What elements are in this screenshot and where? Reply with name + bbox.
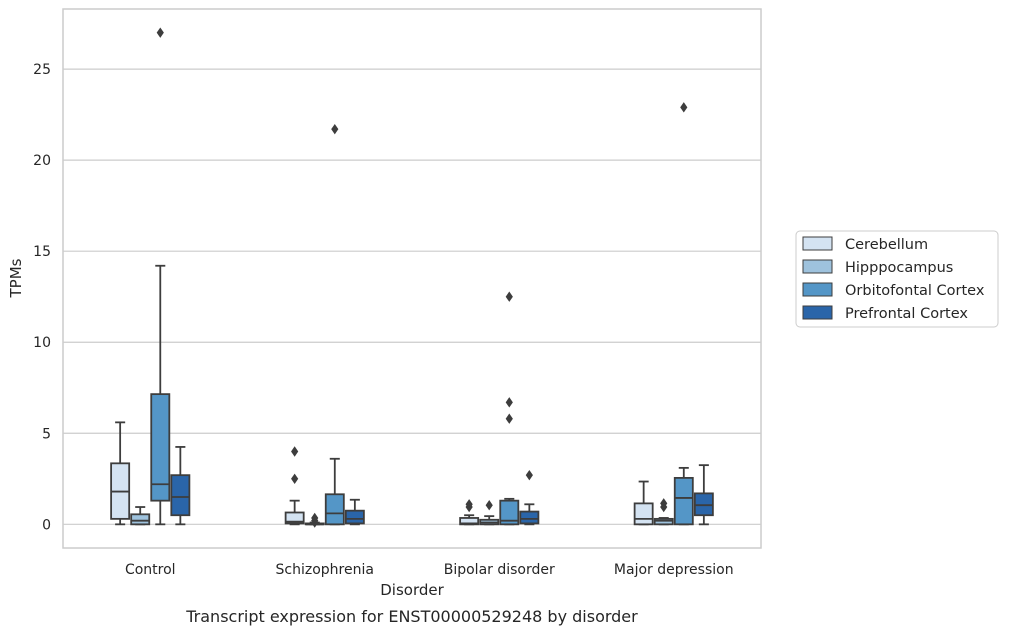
- box-1-1: [304, 512, 325, 528]
- box-0-2: [459, 499, 480, 526]
- outlier-point: [680, 102, 688, 113]
- y-axis-label: TPMs: [7, 258, 25, 298]
- outlier-point: [465, 499, 473, 510]
- outlier-point: [505, 397, 513, 408]
- x-tick-label: Major depression: [614, 562, 734, 578]
- x-tick-label: Schizophrenia: [276, 562, 374, 578]
- legend-label: Cerebellum: [845, 237, 928, 253]
- box-body: [459, 517, 480, 526]
- box-3-3: [693, 464, 714, 526]
- legend: Cerebellum Hipppocampus Orbitofontal Corte…: [795, 230, 999, 328]
- outlier-point: [291, 446, 299, 457]
- legend-label: Hipppocampus: [845, 260, 953, 276]
- box-1-2: [479, 500, 500, 526]
- box-series-layer: [110, 27, 714, 528]
- y-tick-label: 10: [33, 335, 51, 351]
- y-tick-label: 25: [33, 62, 51, 78]
- legend-label: Prefrontal Cortex: [845, 306, 968, 322]
- box-body: [344, 509, 365, 525]
- box-2-3: [673, 102, 694, 526]
- box-0-3: [633, 480, 654, 526]
- box-0-0: [110, 421, 131, 526]
- plot-area-frame: [62, 8, 762, 549]
- y-tick-labels: 0 5 10 15 20 25: [33, 62, 51, 533]
- outlier-point: [505, 291, 513, 302]
- outlier-point: [505, 413, 513, 424]
- outlier-point: [311, 512, 319, 524]
- y-tick-label: 5: [42, 426, 51, 442]
- chart-caption: Transcript expression for ENST0000052924…: [185, 607, 638, 626]
- legend-frame: [795, 230, 999, 328]
- box-body: [499, 499, 520, 526]
- box-body: [170, 474, 191, 517]
- legend-swatch: [802, 305, 833, 320]
- outlier-point: [291, 473, 299, 485]
- box-body: [653, 517, 674, 526]
- box-1-3: [653, 498, 674, 526]
- x-axis-label: Disorder: [380, 581, 444, 599]
- legend-label: Orbitofontal Cortex: [845, 283, 985, 299]
- box-body: [130, 513, 151, 526]
- x-tick-label: Bipolar disorder: [444, 562, 555, 578]
- y-tick-label: 0: [42, 517, 51, 533]
- box-body: [284, 511, 305, 525]
- box-body: [324, 493, 345, 526]
- box-2-2: [499, 291, 520, 526]
- box-3-2: [519, 469, 540, 526]
- legend-swatch: [802, 236, 833, 251]
- box-2-0: [150, 27, 171, 526]
- box-3-1: [344, 498, 365, 526]
- outlier-point: [660, 498, 668, 509]
- outlier-point: [331, 123, 339, 135]
- outlier-point: [525, 469, 533, 481]
- box-body: [633, 502, 654, 526]
- box-3-0: [170, 446, 191, 526]
- y-tick-label: 15: [33, 244, 51, 260]
- box-1-0: [130, 506, 151, 526]
- box-body: [673, 476, 694, 526]
- x-tick-labels: Control Schizophrenia Bipolar disorder Majo…: [125, 562, 734, 578]
- box-body: [693, 492, 714, 517]
- box-2-1: [324, 123, 345, 526]
- legend-swatch: [802, 259, 833, 274]
- x-tick-label: Control: [125, 562, 176, 578]
- outlier-point: [485, 500, 493, 511]
- y-tick-label: 20: [33, 153, 51, 169]
- box-0-1: [284, 446, 305, 526]
- box-body: [150, 393, 171, 502]
- legend-swatch: [802, 282, 833, 297]
- outlier-point: [156, 27, 164, 38]
- box-body: [519, 510, 540, 525]
